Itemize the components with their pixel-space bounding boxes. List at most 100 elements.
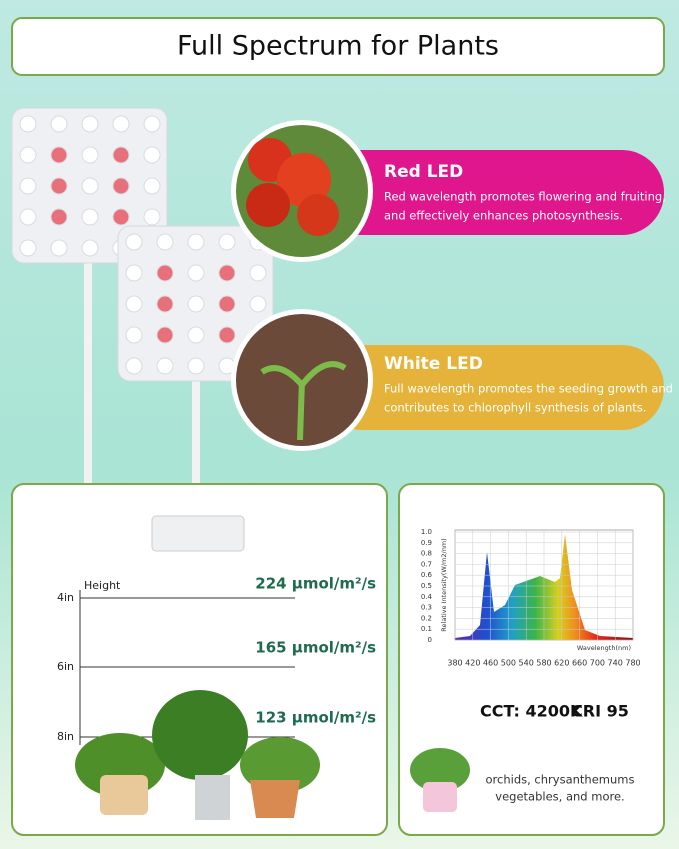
y-tick-label: 0.3 bbox=[421, 604, 432, 612]
lamp-icon bbox=[151, 515, 245, 552]
x-tick-label: 380 bbox=[447, 659, 462, 668]
y-tick-label: 0.2 bbox=[421, 614, 432, 622]
height-label: 4in bbox=[57, 591, 74, 604]
ppfd-value: 165 μmol/m²/s bbox=[255, 639, 376, 657]
x-tick-label: 620 bbox=[554, 659, 569, 668]
plant bbox=[240, 737, 320, 793]
lamp-stem bbox=[192, 370, 200, 485]
y-tick-label: 0.4 bbox=[421, 593, 433, 601]
white-led bbox=[156, 357, 174, 375]
x-axis-label: Wavelength(nm) bbox=[577, 644, 631, 652]
white-led-banner bbox=[320, 345, 664, 430]
page-title: Full Spectrum for Plants bbox=[177, 31, 499, 62]
red-led bbox=[156, 326, 174, 344]
y-tick-label: 0.9 bbox=[421, 539, 432, 547]
y-tick-label: 0.8 bbox=[421, 550, 432, 558]
white-led bbox=[125, 326, 143, 344]
white-led bbox=[125, 357, 143, 375]
white-led bbox=[218, 233, 236, 251]
white-led bbox=[249, 264, 267, 282]
red-led bbox=[156, 264, 174, 282]
plant bbox=[152, 690, 248, 780]
x-tick-label: 780 bbox=[625, 659, 640, 668]
feature-title: White LED bbox=[384, 354, 483, 374]
pot bbox=[250, 780, 300, 818]
height-label: 6in bbox=[57, 660, 74, 673]
red-led bbox=[50, 146, 68, 164]
lamp-stem bbox=[84, 250, 92, 485]
white-led bbox=[81, 177, 99, 195]
white-led bbox=[143, 177, 161, 195]
feature-text: Full wavelength promotes the seeding gro… bbox=[384, 382, 673, 396]
cct: CCT: 4200K bbox=[480, 702, 583, 721]
red-led bbox=[156, 295, 174, 313]
white-led bbox=[81, 146, 99, 164]
spectrum-panel bbox=[398, 483, 665, 836]
white-led bbox=[156, 233, 174, 251]
white-led bbox=[187, 264, 205, 282]
y-tick-label: 0.1 bbox=[421, 625, 432, 633]
x-tick-label: 580 bbox=[536, 659, 551, 668]
white-led bbox=[50, 239, 68, 257]
x-tick-label: 660 bbox=[572, 659, 587, 668]
tomato bbox=[277, 153, 331, 207]
y-tick-label: 1.0 bbox=[421, 528, 432, 536]
feature-text: and effectively enhances photosynthesis. bbox=[384, 209, 623, 223]
white-led bbox=[143, 208, 161, 226]
y-tick-label: 0.6 bbox=[421, 571, 433, 579]
use-text: vegetables, and more. bbox=[495, 790, 624, 804]
white-led bbox=[143, 115, 161, 133]
white-led bbox=[19, 239, 37, 257]
x-tick-label: 700 bbox=[590, 659, 605, 668]
feature-text: Red wavelength promotes flowering and fr… bbox=[384, 190, 666, 204]
feature-text: contributes to chlorophyll synthesis of … bbox=[384, 401, 646, 415]
red-led bbox=[50, 208, 68, 226]
height-label: 8in bbox=[57, 730, 74, 743]
white-led bbox=[187, 233, 205, 251]
y-axis-label: Relative Intensity(W/m2/nm) bbox=[440, 538, 448, 631]
red-led bbox=[218, 264, 236, 282]
red-led bbox=[50, 177, 68, 195]
plants bbox=[75, 690, 320, 820]
white-led bbox=[81, 115, 99, 133]
seedling bbox=[260, 361, 347, 441]
white-led bbox=[187, 357, 205, 375]
white-led bbox=[143, 146, 161, 164]
axis-title: Height bbox=[84, 579, 121, 592]
x-tick-label: 500 bbox=[501, 659, 516, 668]
cri: CRI 95 bbox=[571, 702, 629, 721]
white-led bbox=[187, 295, 205, 313]
red-led bbox=[112, 208, 130, 226]
white-led bbox=[19, 177, 37, 195]
red-led bbox=[218, 326, 236, 344]
x-tick-label: 540 bbox=[519, 659, 534, 668]
feature-title: Red LED bbox=[384, 162, 463, 182]
tomato bbox=[297, 194, 339, 236]
red-led bbox=[218, 295, 236, 313]
white-led bbox=[50, 115, 68, 133]
white-led bbox=[81, 208, 99, 226]
x-tick-label: 420 bbox=[465, 659, 480, 668]
ppfd-value: 123 μmol/m²/s bbox=[255, 709, 376, 727]
title-box bbox=[11, 17, 665, 76]
y-tick-label: 0 bbox=[428, 636, 432, 644]
use-text: orchids, chrysanthemums bbox=[486, 773, 635, 787]
white-led bbox=[187, 326, 205, 344]
ppfd-value: 224 μmol/m²/s bbox=[255, 575, 376, 593]
pot bbox=[195, 775, 230, 820]
white-led bbox=[112, 115, 130, 133]
white-led bbox=[125, 295, 143, 313]
white-led bbox=[125, 233, 143, 251]
white-led bbox=[249, 295, 267, 313]
x-tick-label: 460 bbox=[483, 659, 498, 668]
red-led bbox=[112, 146, 130, 164]
y-tick-label: 0.5 bbox=[421, 582, 432, 590]
white-led bbox=[19, 208, 37, 226]
pot bbox=[100, 775, 148, 815]
tomato bbox=[246, 183, 290, 227]
red-led-banner bbox=[320, 150, 664, 235]
white-led bbox=[19, 115, 37, 133]
x-tick-label: 740 bbox=[608, 659, 623, 668]
